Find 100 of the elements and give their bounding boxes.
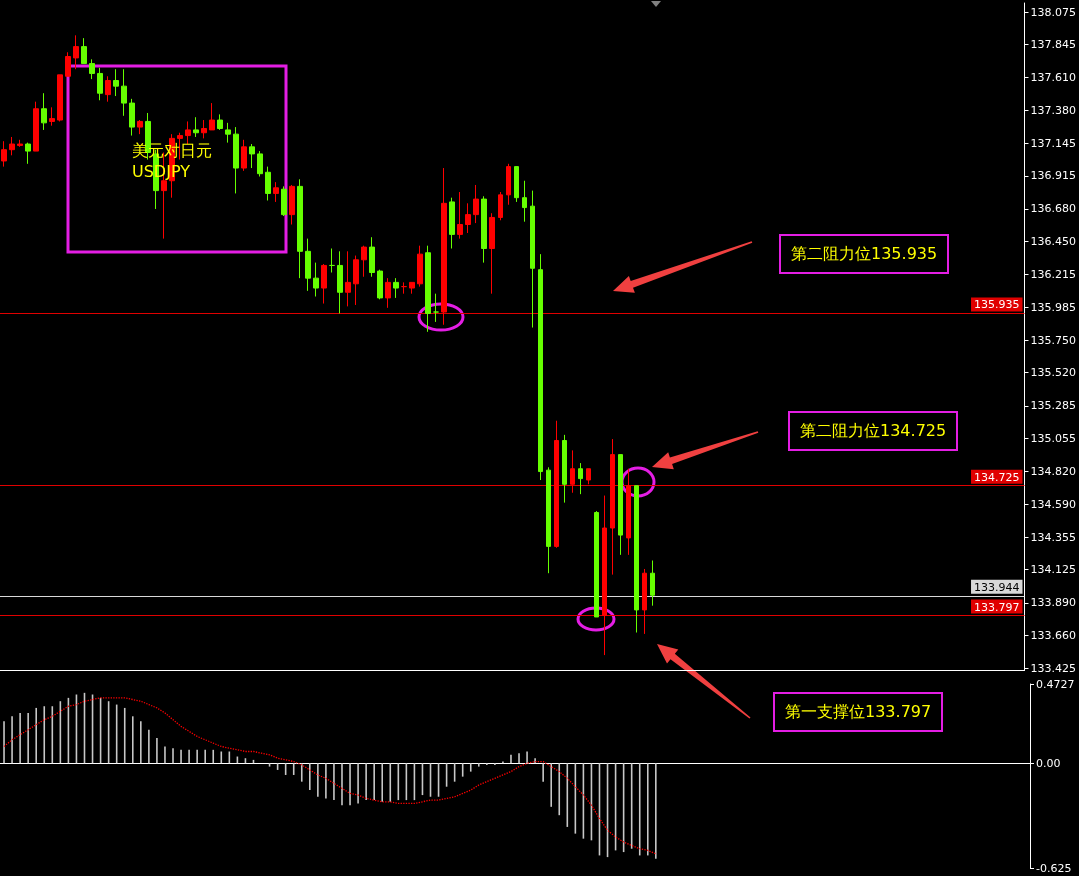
candlestick xyxy=(457,191,463,240)
candlestick xyxy=(233,126,239,194)
candlestick xyxy=(129,98,135,137)
y-tick-label: 136.680 xyxy=(1030,202,1077,216)
candlestick xyxy=(385,277,391,309)
annotation: 第一支撑位133.797 xyxy=(773,692,944,732)
candlestick xyxy=(465,202,471,234)
candlestick xyxy=(81,37,87,65)
annotation: 第二阻力位134.725 xyxy=(788,411,959,451)
candlestick xyxy=(578,462,583,495)
candlestick xyxy=(602,495,607,656)
candlestick xyxy=(481,195,487,264)
candlestick xyxy=(594,510,599,618)
y-tick-label: 134.125 xyxy=(1030,563,1077,577)
candlestick xyxy=(570,449,575,494)
y-tick-label: 135.985 xyxy=(1030,300,1077,314)
candlestick xyxy=(610,438,615,576)
candlestick xyxy=(145,112,151,161)
y-tick-label: 0.4727 xyxy=(1036,677,1075,691)
y-tick-label: 134.820 xyxy=(1030,465,1077,479)
candlestick xyxy=(530,190,535,329)
y-tick-label: 138.075 xyxy=(1030,5,1077,19)
candlestick xyxy=(121,68,127,117)
y-tick-label: 136.215 xyxy=(1030,268,1077,282)
candlestick xyxy=(185,120,191,145)
candlestick xyxy=(522,180,527,223)
y-tick-label: 133.660 xyxy=(1030,628,1077,642)
candlestick xyxy=(449,197,455,249)
candlestick xyxy=(586,468,591,485)
candlestick xyxy=(57,74,63,122)
y-tick-label: 137.145 xyxy=(1030,136,1077,150)
ref-line-label: 134.725 xyxy=(974,470,1020,484)
line-series xyxy=(3,697,657,855)
candlestick xyxy=(417,245,423,288)
candlestick xyxy=(281,185,287,217)
candlestick xyxy=(201,119,207,139)
candlestick xyxy=(618,454,623,556)
candlestick xyxy=(289,184,295,225)
candlestick xyxy=(305,238,311,292)
candlestick xyxy=(498,191,503,221)
candlestick xyxy=(473,184,479,224)
candlestick xyxy=(217,113,223,131)
candlestick xyxy=(113,68,119,97)
candlestick xyxy=(353,255,359,306)
candlestick xyxy=(425,245,431,333)
y-tick-label: 133.890 xyxy=(1030,596,1077,610)
y-tick-label: 137.610 xyxy=(1030,71,1077,85)
y-tick-label: 133.425 xyxy=(1030,662,1077,675)
candlestick xyxy=(401,281,407,295)
candlestick xyxy=(25,142,31,165)
candlestick xyxy=(73,34,79,70)
candlestick xyxy=(313,262,319,297)
y-tick-label: 137.380 xyxy=(1030,103,1077,117)
y-tick-label: 0.00 xyxy=(1036,756,1061,770)
candlestick xyxy=(345,250,351,307)
y-tick-label: 136.915 xyxy=(1030,169,1077,183)
candlestick xyxy=(249,143,255,169)
candlestick xyxy=(273,181,279,203)
candlestick xyxy=(642,568,647,635)
y-tick-label: -0.625 xyxy=(1036,861,1072,875)
candlestick xyxy=(257,150,263,177)
y-tick-label: 135.520 xyxy=(1030,366,1077,380)
candlestick xyxy=(626,468,631,556)
candlestick xyxy=(329,248,335,273)
candlestick xyxy=(377,269,383,300)
ref-line-label: 133.944 xyxy=(974,580,1020,594)
y-tick-label: 135.285 xyxy=(1030,399,1077,413)
candlestick xyxy=(554,420,559,549)
candlestick xyxy=(506,163,511,206)
candlestick xyxy=(49,106,55,127)
candlestick xyxy=(441,167,447,326)
candlestick xyxy=(209,102,215,131)
candlestick xyxy=(409,281,415,295)
candlestick xyxy=(17,139,23,148)
candlestick xyxy=(489,212,495,295)
candlestick xyxy=(33,101,39,152)
candlestick xyxy=(65,51,71,77)
y-tick-label: 136.450 xyxy=(1030,234,1077,248)
candlestick xyxy=(361,245,367,278)
y-tick-label: 135.055 xyxy=(1030,431,1077,445)
candlestick xyxy=(265,166,271,201)
candlestick xyxy=(105,75,111,103)
candlestick xyxy=(650,560,655,607)
candlestick xyxy=(297,178,303,279)
candlestick xyxy=(433,293,439,323)
ref-line-label: 133.797 xyxy=(974,600,1020,614)
candlestick xyxy=(321,263,327,305)
candlestick xyxy=(97,67,103,101)
annotation: 第二阻力位135.935 xyxy=(779,234,950,274)
candlestick xyxy=(89,58,95,80)
candlestick xyxy=(562,434,567,504)
candlestick xyxy=(137,119,143,135)
y-tick-label: 135.750 xyxy=(1030,333,1077,347)
candlestick xyxy=(193,116,199,138)
candlestick xyxy=(41,92,47,131)
ref-line-label: 135.935 xyxy=(974,298,1020,312)
candlestick xyxy=(514,166,519,203)
candlestick xyxy=(546,466,551,574)
candlestick xyxy=(225,122,231,144)
y-tick-label: 134.355 xyxy=(1030,530,1077,544)
